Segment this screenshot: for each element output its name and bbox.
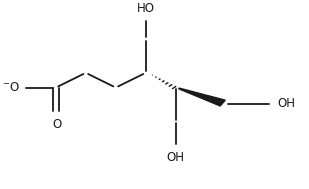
Text: OH: OH [277, 98, 295, 111]
Text: OH: OH [167, 151, 185, 164]
Text: HO: HO [137, 2, 155, 15]
Text: $^{-}$O: $^{-}$O [2, 81, 20, 94]
Text: O: O [53, 118, 62, 131]
Polygon shape [179, 88, 225, 106]
